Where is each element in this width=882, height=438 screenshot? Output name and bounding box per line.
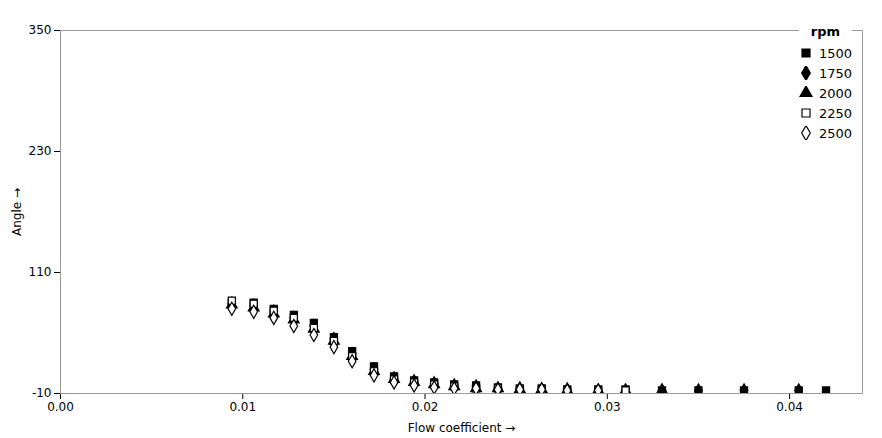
- html-text:2250: 2250: [818, 105, 852, 121]
- svg-text:110: 110: [29, 265, 52, 279]
- html-text:2500: 2500: [818, 125, 852, 141]
- svg-text:0.02: 0.02: [412, 400, 439, 414]
- svg-text:350: 350: [29, 23, 52, 37]
- svg-text:0.01: 0.01: [229, 400, 256, 414]
- html-text:1750: 1750: [818, 65, 852, 81]
- svg-text:Angle →: Angle →: [10, 188, 24, 236]
- html-text:rpm: rpm: [810, 24, 841, 39]
- svg-text:Flow coefficient →: Flow coefficient →: [408, 421, 516, 435]
- svg-text:0.03: 0.03: [594, 400, 621, 414]
- html-text:2000: 2000: [818, 85, 852, 101]
- svg-text:0.04: 0.04: [776, 400, 803, 414]
- svg-text:-10: -10: [32, 386, 52, 400]
- svg-text:230: 230: [29, 144, 52, 158]
- html-text:1500: 1500: [818, 45, 852, 61]
- svg-text:0.00: 0.00: [47, 400, 74, 414]
